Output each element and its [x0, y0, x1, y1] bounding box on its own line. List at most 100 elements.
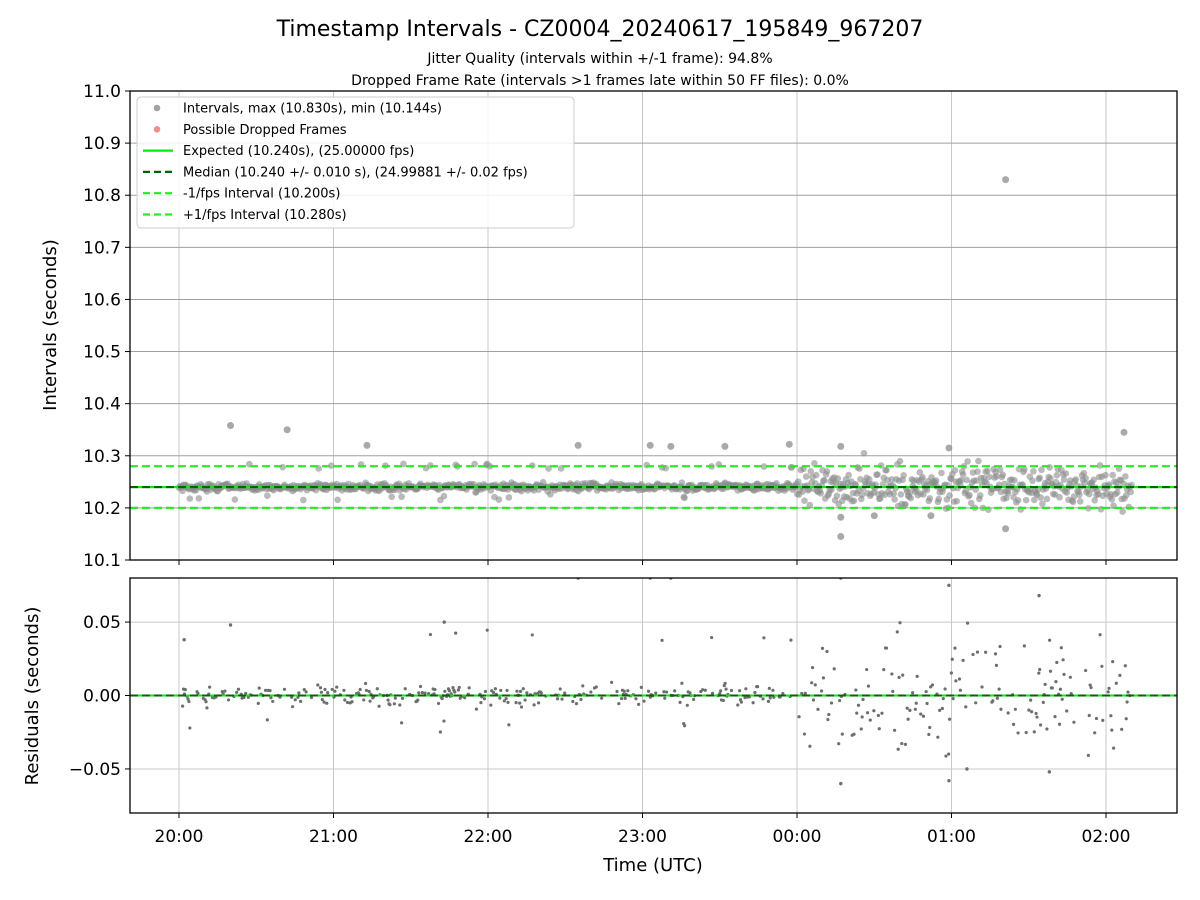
residual-point — [692, 697, 696, 702]
interval-outlier-point — [870, 512, 878, 520]
residual-point — [377, 704, 381, 708]
interval-point — [912, 486, 920, 494]
residual-point — [1043, 682, 1047, 686]
interval-point — [916, 469, 924, 476]
interval-point — [820, 477, 828, 484]
residual-point — [519, 705, 524, 709]
interval-point — [896, 457, 904, 465]
residual-point — [768, 696, 772, 700]
interval-point — [938, 469, 945, 477]
interval-point — [935, 495, 943, 503]
residual-point — [1088, 683, 1092, 687]
residual-point — [924, 689, 928, 694]
residual-point — [282, 687, 287, 691]
interval-point — [440, 492, 448, 500]
residual-point — [579, 697, 583, 702]
x-tick-label: 21:00 — [309, 827, 358, 847]
residual-point — [678, 700, 682, 704]
interval-point — [926, 495, 934, 502]
residual-point — [319, 690, 323, 694]
interval-point — [975, 457, 982, 465]
interval-point — [879, 480, 887, 488]
residual-point — [803, 691, 807, 695]
residual-point — [994, 663, 999, 668]
residual-point — [536, 701, 541, 705]
residual-point — [454, 631, 458, 635]
residual-point — [1035, 715, 1039, 719]
interval-point — [1069, 498, 1077, 506]
intervals-y-label: Intervals (seconds) — [40, 239, 61, 411]
residual-point — [866, 684, 871, 688]
interval-point — [951, 466, 959, 474]
residual-point — [971, 652, 975, 657]
residuals-y-label: Residuals (seconds) — [22, 607, 43, 786]
residual-point — [820, 646, 825, 651]
interval-point — [1109, 471, 1116, 479]
residual-point — [256, 701, 260, 705]
interval-point — [1029, 477, 1036, 485]
residual-point — [518, 701, 522, 705]
interval-point — [505, 494, 513, 501]
residual-outlier-point — [947, 583, 951, 588]
residual-point — [1086, 753, 1090, 757]
interval-point — [1085, 490, 1093, 498]
residual-point — [903, 742, 908, 746]
residual-point — [703, 688, 707, 692]
residual-point — [876, 713, 880, 718]
residual-point — [525, 691, 529, 695]
residual-point — [299, 699, 303, 703]
residual-point — [637, 702, 641, 706]
residual-point — [479, 701, 483, 705]
interval-outlier-point — [667, 442, 675, 450]
residual-point — [911, 691, 915, 695]
residual-point — [1054, 680, 1058, 684]
interval-point — [1043, 495, 1051, 503]
residual-point — [898, 621, 902, 625]
interval-point — [957, 477, 965, 484]
interval-outlier-point — [837, 533, 845, 541]
residual-point — [997, 687, 1001, 691]
interval-point — [1127, 488, 1135, 496]
residual-point — [800, 691, 804, 696]
residual-point — [187, 699, 191, 704]
y-tick-label: 10.1 — [83, 551, 121, 571]
residual-point — [610, 680, 614, 685]
residual-point — [974, 701, 978, 705]
residual-point — [739, 700, 743, 704]
residual-point — [949, 671, 953, 675]
interval-point — [1113, 489, 1121, 496]
residual-point — [186, 697, 190, 701]
residual-point — [766, 699, 771, 704]
residual-point — [1016, 731, 1020, 735]
residual-point — [1098, 633, 1102, 637]
interval-point — [858, 491, 866, 498]
residual-point — [832, 667, 836, 671]
residual-point — [999, 707, 1003, 711]
residual-point — [440, 697, 444, 701]
interval-point — [817, 490, 824, 497]
residual-point — [1100, 664, 1104, 668]
interval-point — [1122, 473, 1129, 480]
residual-point — [1109, 714, 1113, 718]
interval-point — [906, 489, 914, 496]
interval-point — [398, 493, 405, 501]
residual-point — [906, 717, 910, 721]
residual-point — [826, 717, 830, 722]
interval-point — [1119, 508, 1126, 515]
interval-point — [834, 475, 842, 482]
residual-point — [915, 674, 919, 678]
residual-point — [811, 698, 816, 702]
residual-point — [1089, 685, 1093, 690]
residual-point — [634, 697, 638, 701]
interval-outlier-point — [227, 422, 234, 430]
residual-point — [447, 689, 451, 693]
residual-point — [265, 718, 269, 722]
residual-point — [1118, 673, 1122, 677]
interval-point — [1076, 498, 1084, 505]
interval-point — [900, 471, 907, 479]
residual-point — [958, 688, 962, 692]
residual-point — [724, 687, 728, 691]
residual-point — [367, 689, 371, 694]
residual-point — [563, 691, 567, 695]
residual-point — [756, 684, 760, 689]
